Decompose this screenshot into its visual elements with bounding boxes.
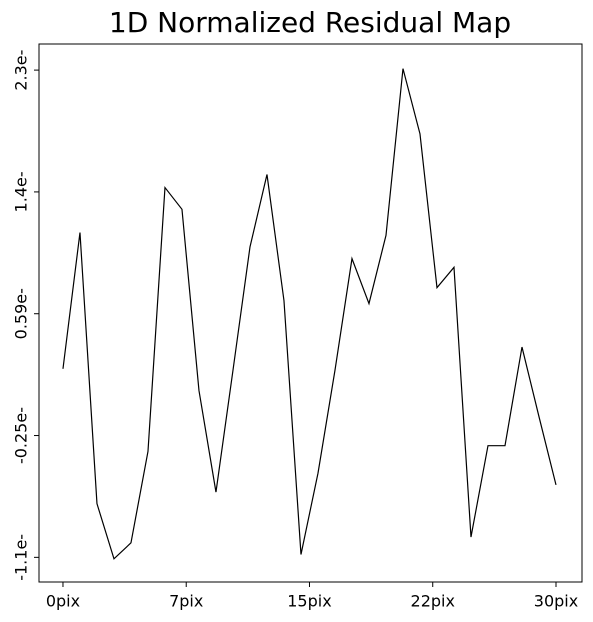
plot-frame	[38, 43, 583, 583]
x-tick-label: 22pix	[411, 592, 455, 611]
y-tick-label: 1.4e-	[12, 171, 31, 212]
y-tick-label: 2.3e-	[12, 50, 31, 91]
x-tick-label: 0pix	[46, 592, 80, 611]
x-tick-label: 30pix	[534, 592, 578, 611]
x-tick-label: 15pix	[287, 592, 331, 611]
y-tick-label: -0.25e-	[12, 407, 31, 464]
y-tick-label: 0.59e-	[12, 288, 31, 339]
y-tick-label: -1.1e-	[12, 534, 31, 581]
chart-title: 1D Normalized Residual Map	[109, 6, 511, 39]
x-tick-label: 7pix	[169, 592, 203, 611]
line	[62, 68, 557, 560]
